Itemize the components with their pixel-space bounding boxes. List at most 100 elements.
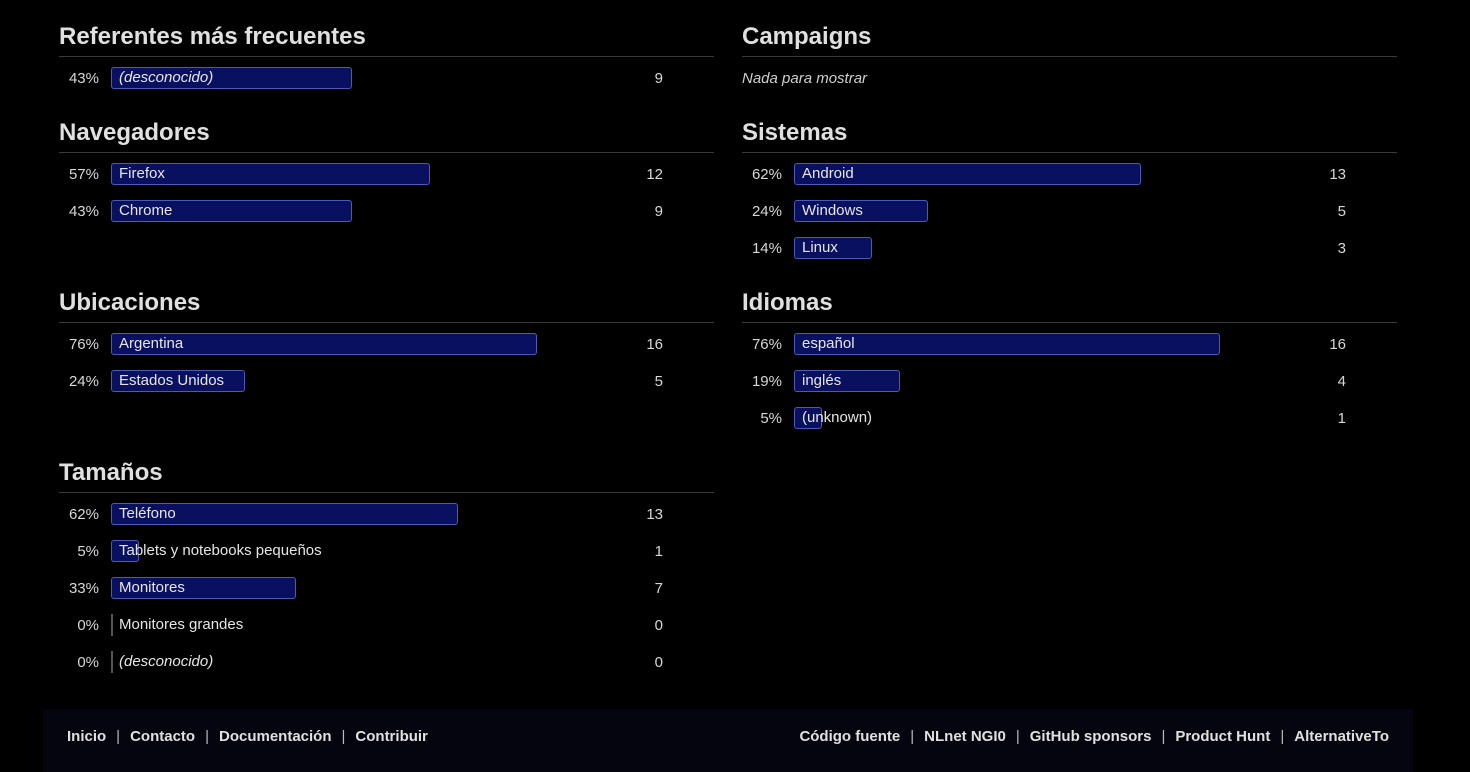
percent-bar — [794, 200, 929, 222]
row-label: Android — [802, 165, 854, 182]
stat-row[interactable]: 57% Firefox 12 — [59, 163, 714, 200]
row-count: 13 — [646, 506, 663, 523]
stat-row[interactable]: 14% Linux 3 — [742, 237, 1397, 274]
row-label: Linux — [802, 239, 838, 256]
bar-track: Estados Unidos 5 — [111, 370, 671, 394]
row-label: Estados Unidos — [119, 372, 225, 389]
section-title: Idiomas — [742, 288, 1397, 323]
separator: | — [116, 728, 121, 745]
footer-right-links: Código fuente | NLnet NGI0 | GitHub sponsors… — [799, 728, 1389, 745]
right-column: Campaigns Nada para mostrar Sistemas 62%… — [742, 22, 1397, 444]
bar-track: inglés 4 — [794, 370, 1354, 394]
row-percent: 76% — [68, 336, 99, 353]
row-percent: 33% — [68, 580, 99, 597]
percent-bar — [111, 163, 431, 185]
section-campaigns: Campaigns Nada para mostrar — [742, 22, 1397, 118]
stat-row[interactable]: 43% Chrome 9 — [59, 200, 714, 237]
row-label: Monitores grandes — [119, 616, 244, 633]
bar-track: (unknown) 1 — [794, 407, 1354, 431]
row-label: Argentina — [119, 335, 184, 352]
rows-container: 62% Android 13 24% Windows 5 14% Linux 3 — [742, 153, 1397, 274]
row-label: Chrome — [119, 202, 173, 219]
row-label: Monitores — [119, 579, 185, 596]
stat-row[interactable]: 0% (desconocido) 0 — [59, 651, 714, 688]
row-count: 5 — [654, 373, 663, 390]
row-percent: 62% — [68, 506, 99, 523]
row-label: (desconocido) — [119, 69, 214, 86]
row-percent: 43% — [68, 203, 99, 220]
row-percent: 62% — [751, 166, 782, 183]
row-percent: 0% — [77, 617, 99, 634]
bar-track: (desconocido) 9 — [111, 67, 671, 91]
bar-track: (desconocido) 0 — [111, 651, 671, 675]
row-label: Tablets y notebooks pequeños — [119, 542, 322, 559]
percent-bar — [794, 163, 1142, 185]
footer-link-alternativeto[interactable]: AlternativeTo — [1294, 728, 1389, 745]
separator: | — [341, 728, 346, 745]
percent-bar — [794, 333, 1220, 355]
footer-link-nlnet[interactable]: NLnet NGI0 — [924, 728, 1006, 745]
footer-link-home[interactable]: Inicio — [67, 728, 107, 745]
section-title: Navegadores — [59, 118, 714, 153]
percent-bar — [794, 407, 822, 429]
stat-row[interactable]: 62% Teléfono 13 — [59, 503, 714, 540]
section-browsers: Navegadores 57% Firefox 12 43% Chrome 9 — [59, 118, 714, 288]
footer: Inicio | Contacto | Documentación | Contribuir… — [43, 709, 1413, 772]
separator: | — [1280, 728, 1285, 745]
footer-link-contribute[interactable]: Contribuir — [355, 728, 428, 745]
stat-row[interactable]: 33% Monitores 7 — [59, 577, 714, 614]
row-label: Teléfono — [119, 505, 176, 522]
row-count: 3 — [1337, 240, 1346, 257]
rows-container: 43% (desconocido) 9 — [59, 57, 714, 104]
percent-bar — [111, 540, 139, 562]
stat-row[interactable]: 62% Android 13 — [742, 163, 1397, 200]
rows-container: Nada para mostrar — [742, 57, 1397, 91]
percent-bar — [111, 503, 459, 525]
bar-track: Firefox 12 — [111, 163, 671, 187]
row-percent: 24% — [751, 203, 782, 220]
stat-row[interactable]: 76% español 16 — [742, 333, 1397, 370]
percent-bar — [111, 370, 246, 392]
stat-row[interactable]: 43% (desconocido) 9 — [59, 67, 714, 104]
footer-left-links: Inicio | Contacto | Documentación | Contribuir — [67, 728, 428, 745]
percent-bar — [111, 333, 537, 355]
stat-row[interactable]: 19% inglés 4 — [742, 370, 1397, 407]
footer-link-github-sponsors[interactable]: GitHub sponsors — [1029, 728, 1152, 745]
stat-row[interactable]: 5% Tablets y notebooks pequeños 1 — [59, 540, 714, 577]
percent-bar — [111, 651, 113, 673]
row-label: Firefox — [119, 165, 165, 182]
footer-link-source-code[interactable]: Código fuente — [799, 728, 901, 745]
row-percent: 57% — [68, 166, 99, 183]
row-label: inglés — [802, 372, 842, 389]
stat-row[interactable]: 5% (unknown) 1 — [742, 407, 1397, 444]
row-count: 16 — [1329, 336, 1346, 353]
footer-link-docs[interactable]: Documentación — [218, 728, 332, 745]
bar-track: Windows 5 — [794, 200, 1354, 224]
row-label: (desconocido) — [119, 653, 214, 670]
separator: | — [910, 728, 915, 745]
section-referrers: Referentes más frecuentes 43% (desconocid… — [59, 22, 714, 118]
stat-row[interactable]: 24% Estados Unidos 5 — [59, 370, 714, 407]
bar-track: Argentina 16 — [111, 333, 671, 357]
bar-track: Monitores grandes 0 — [111, 614, 671, 638]
row-percent: 0% — [77, 654, 99, 671]
row-count: 1 — [654, 543, 663, 560]
footer-link-product-hunt[interactable]: Product Hunt — [1175, 728, 1271, 745]
row-label: español — [802, 335, 855, 352]
section-systems: Sistemas 62% Android 13 24% Windows 5 14% Linux… — [742, 118, 1397, 288]
row-percent: 24% — [68, 373, 99, 390]
stat-row[interactable]: 24% Windows 5 — [742, 200, 1397, 237]
row-count: 0 — [654, 617, 663, 634]
row-label: (unknown) — [802, 409, 873, 426]
stat-row[interactable]: 0% Monitores grandes 0 — [59, 614, 714, 651]
bar-track: Chrome 9 — [111, 200, 671, 224]
bar-track: Monitores 7 — [111, 577, 671, 601]
rows-container: 57% Firefox 12 43% Chrome 9 — [59, 153, 714, 237]
row-percent: 5% — [760, 410, 782, 427]
row-percent: 76% — [751, 336, 782, 353]
footer-link-contact[interactable]: Contacto — [130, 728, 196, 745]
row-percent: 5% — [77, 543, 99, 560]
percent-bar — [111, 200, 352, 222]
row-count: 16 — [646, 336, 663, 353]
stat-row[interactable]: 76% Argentina 16 — [59, 333, 714, 370]
